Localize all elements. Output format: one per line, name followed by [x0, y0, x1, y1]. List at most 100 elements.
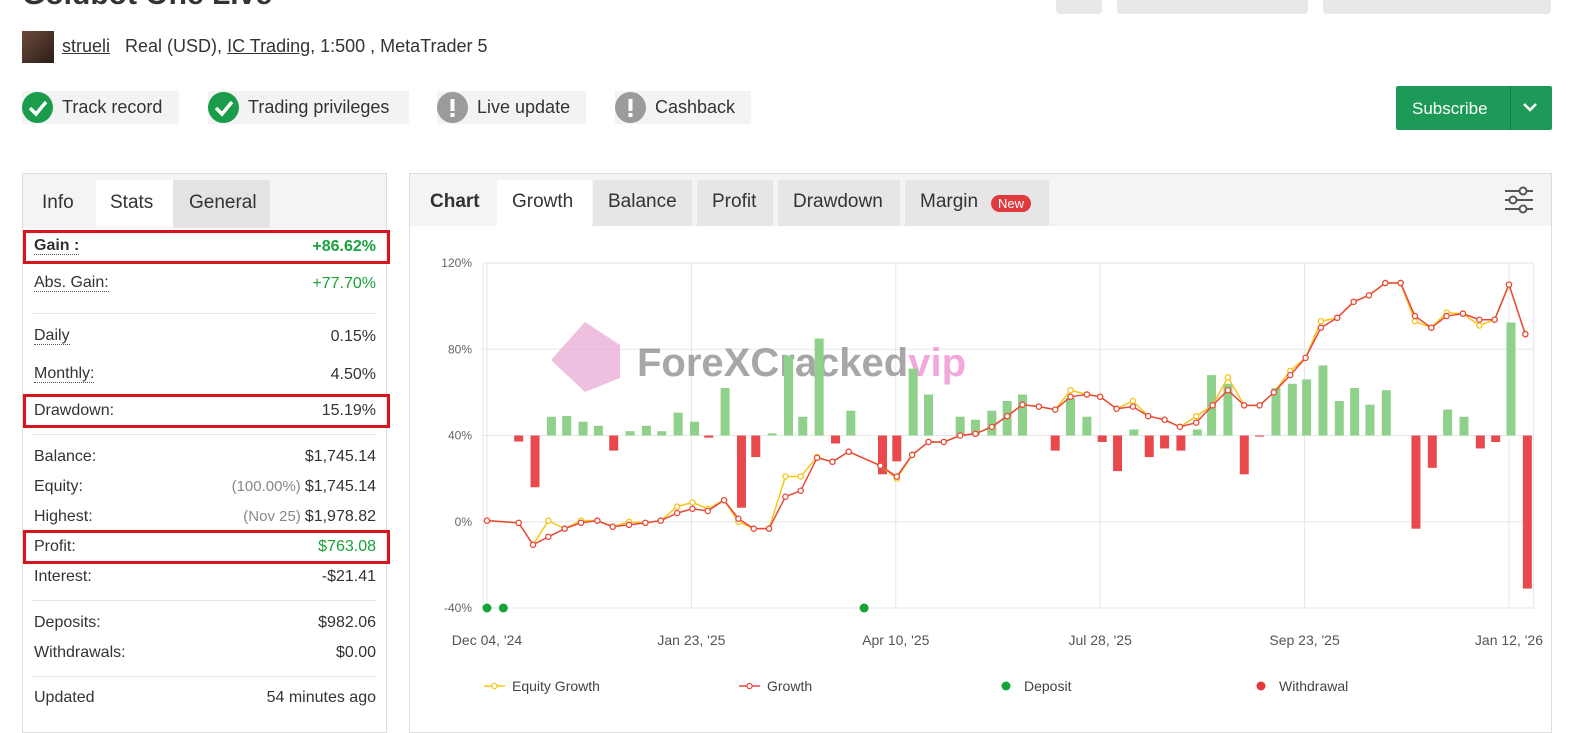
series-point [1129, 403, 1137, 410]
chart-tab[interactable]: Growth [497, 180, 592, 226]
x-tick-label: Jan 12, '26 [1475, 632, 1543, 648]
series-point [529, 541, 537, 549]
series-point [1003, 412, 1011, 420]
user-link[interactable]: strueli [62, 36, 111, 56]
loss-bar [1427, 435, 1437, 468]
stat-label: Drawdown: [34, 402, 115, 419]
profit-bar [1459, 416, 1469, 436]
series-point [625, 521, 633, 529]
series-point [1067, 386, 1074, 394]
badge: Live update [437, 91, 586, 124]
series-point [1083, 391, 1091, 398]
series-point [908, 451, 916, 459]
loss-bar [1050, 435, 1060, 451]
chart-tab[interactable]: Margin New [905, 180, 1049, 226]
chart-tab[interactable]: Chart [410, 174, 495, 226]
series-point [1209, 402, 1216, 409]
profit-bar [578, 421, 588, 436]
series-point [1350, 298, 1357, 306]
series-point [673, 503, 681, 510]
event-dot [482, 603, 492, 613]
tab[interactable]: General [173, 180, 270, 228]
badge: Track record [22, 91, 179, 124]
series-point [609, 523, 616, 530]
series-point [1096, 393, 1104, 400]
profit-bar [1318, 365, 1328, 436]
profit-bar [641, 425, 651, 436]
series-point [1411, 317, 1419, 325]
stat-label: Withdrawals: [34, 644, 126, 661]
stat-label: Balance: [34, 448, 97, 465]
series-point [1161, 416, 1168, 424]
series-point [1129, 397, 1137, 405]
profit-bar [657, 431, 667, 436]
profit-bar [1302, 379, 1312, 436]
loss-bar [736, 435, 746, 508]
series-point [545, 533, 552, 541]
stat-text: 4.50% [330, 366, 376, 383]
loss-bar [1475, 435, 1485, 449]
page: Goldbot One Live strueli Real (USD), IC … [22, 0, 1552, 733]
stat-value: $0.00 [336, 644, 376, 662]
profit-bar [1287, 383, 1297, 436]
settings-icon[interactable] [1503, 185, 1535, 215]
series-point [689, 499, 696, 506]
series-point [845, 448, 853, 455]
series-point [1256, 402, 1263, 409]
profit-bar [987, 410, 997, 436]
y-tick-label: 120% [441, 256, 472, 270]
loss-bar [830, 435, 840, 444]
subscribe-button[interactable]: Subscribe [1396, 86, 1552, 130]
stat-label: Gain : [34, 237, 80, 255]
chart-tab[interactable]: Balance [593, 180, 692, 226]
profit-bar [783, 355, 793, 436]
tab[interactable]: Info [42, 192, 74, 213]
series-point [657, 517, 664, 524]
broker-link[interactable]: IC Trading [227, 36, 311, 56]
chart-tab[interactable]: Profit [697, 180, 773, 226]
x-tick-label: Jan 23, '25 [657, 632, 725, 648]
series-point [1302, 354, 1309, 362]
series-point [515, 519, 522, 527]
stat-value: +77.70% [312, 275, 376, 293]
stat-label: Profit: [34, 538, 76, 555]
series-point [750, 525, 757, 532]
series-point [1317, 317, 1325, 325]
series-point [735, 515, 742, 522]
series-point [813, 454, 821, 461]
badge-label: Track record [62, 97, 163, 117]
top-button[interactable] [1117, 0, 1308, 14]
series-point [877, 462, 884, 469]
chart-tab[interactable]: Drawdown [778, 180, 900, 226]
stat-text: $1,978.82 [304, 508, 376, 525]
series-point [1176, 423, 1184, 431]
profit-bar [720, 388, 730, 436]
subscribe-label: Subscribe [1412, 99, 1488, 118]
series-point [1035, 403, 1043, 410]
watermark-accent: vip [908, 341, 966, 385]
avatar[interactable] [22, 31, 54, 63]
series-point [1144, 412, 1152, 420]
top-button[interactable] [1323, 0, 1551, 14]
profit-bar [955, 416, 965, 436]
profit-bar [593, 425, 603, 436]
tab-active[interactable]: Stats [96, 180, 173, 228]
profit-bar [814, 338, 824, 436]
stat-label: Deposits: [34, 614, 101, 631]
series-point [1224, 374, 1232, 381]
legend-label: Growth [767, 678, 812, 694]
series-point [940, 438, 948, 446]
stat-value: -$21.41 [322, 568, 376, 586]
warning-icon [615, 92, 646, 123]
series-point [642, 519, 649, 527]
chart: -40% 0% 40% 80% 120% Dec 04, '24 Jan 23, '25 Ap… [441, 256, 1543, 694]
top-button[interactable] [1056, 0, 1102, 14]
series-point [1397, 279, 1404, 287]
chevron[interactable] [1522, 101, 1538, 115]
series-point [577, 519, 585, 527]
stat-text: 0.15% [330, 328, 376, 345]
stat-text: $982.06 [318, 614, 376, 631]
profit-bar [923, 394, 933, 436]
series-point [765, 525, 773, 532]
separator [32, 434, 377, 435]
